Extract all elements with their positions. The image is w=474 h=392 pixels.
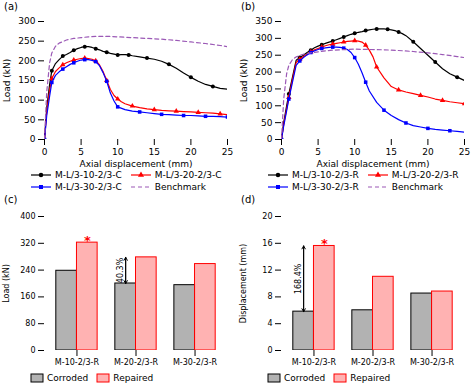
- svg-text:50: 50: [24, 115, 36, 125]
- svg-text:20: 20: [422, 147, 434, 157]
- svg-text:M-10-2/3-R: M-10-2/3-R: [292, 358, 337, 367]
- svg-text:40.3%: 40.3%: [116, 257, 125, 283]
- svg-text:0: 0: [267, 134, 273, 144]
- svg-text:250: 250: [18, 36, 35, 46]
- svg-text:168.4%: 168.4%: [294, 263, 303, 294]
- html-text:Corroded: Corroded: [47, 373, 89, 383]
- html-text:Benchmark: Benchmark: [391, 182, 443, 192]
- html-text:M-L/3-30-2/3-R: M-L/3-30-2/3-R: [292, 182, 359, 192]
- html-text:(b): (b): [241, 1, 256, 12]
- svg-text:400: 400: [20, 212, 35, 221]
- svg-text:320: 320: [20, 239, 35, 248]
- svg-text:5: 5: [78, 147, 84, 157]
- svg-text:0: 0: [30, 134, 36, 144]
- html-text:Repaired: Repaired: [113, 373, 154, 383]
- svg-text:4: 4: [267, 319, 272, 328]
- svg-text:20: 20: [185, 147, 197, 157]
- html-text:(d): (d): [241, 194, 256, 205]
- svg-text:15: 15: [149, 147, 160, 157]
- svg-text:M-10-2/3-R: M-10-2/3-R: [55, 358, 100, 367]
- html-text:M-L/3-20-2/3-C: M-L/3-20-2/3-C: [154, 170, 222, 180]
- html-text:Corroded: Corroded: [284, 373, 326, 383]
- html-text:Repaired: Repaired: [350, 373, 391, 383]
- svg-text:Axial displacement (mm): Axial displacement (mm): [80, 159, 193, 169]
- svg-text:15: 15: [386, 147, 397, 157]
- svg-text:100: 100: [18, 95, 35, 105]
- svg-text:*: *: [321, 236, 328, 251]
- svg-text:8: 8: [267, 292, 272, 301]
- html-text:M-L/3-10-2/3-C: M-L/3-10-2/3-C: [55, 170, 122, 180]
- svg-text:16: 16: [262, 239, 272, 248]
- html-text:Benchmark: Benchmark: [154, 182, 206, 192]
- svg-text:240: 240: [20, 266, 35, 275]
- svg-text:200: 200: [18, 56, 35, 66]
- svg-text:100: 100: [255, 101, 272, 111]
- svg-text:300: 300: [255, 33, 272, 43]
- svg-text:M-30-2/3-R: M-30-2/3-R: [173, 358, 218, 367]
- svg-text:80: 80: [25, 319, 35, 328]
- svg-text:50: 50: [261, 118, 273, 128]
- svg-text:0: 0: [279, 147, 285, 157]
- svg-text:M-20-2/3-R: M-20-2/3-R: [351, 358, 396, 367]
- svg-text:300: 300: [18, 16, 35, 26]
- html-text:M-L/3-30-2/3-C: M-L/3-30-2/3-C: [55, 182, 122, 192]
- html-text:(c): (c): [4, 194, 18, 205]
- svg-text:M-30-2/3-R: M-30-2/3-R: [410, 358, 455, 367]
- svg-text:Load (kN): Load (kN): [2, 59, 12, 102]
- svg-text:150: 150: [18, 75, 35, 85]
- svg-text:5: 5: [315, 147, 321, 157]
- svg-text:350: 350: [255, 16, 272, 26]
- svg-text:*: *: [84, 233, 91, 248]
- svg-text:200: 200: [255, 67, 272, 77]
- svg-text:10: 10: [112, 147, 124, 157]
- html-text:(a): (a): [4, 1, 18, 12]
- svg-text:Displacement (mm): Displacement (mm): [239, 244, 248, 323]
- svg-text:0: 0: [30, 346, 35, 355]
- svg-text:250: 250: [255, 50, 272, 60]
- svg-text:0: 0: [42, 147, 48, 157]
- svg-text:Axial displacement (mm): Axial displacement (mm): [317, 159, 430, 169]
- svg-text:M-20-2/3-R: M-20-2/3-R: [114, 358, 159, 367]
- svg-text:0: 0: [267, 346, 272, 355]
- svg-text:Load (kN): Load (kN): [239, 59, 249, 102]
- html-text:M-L/3-10-2/3-R: M-L/3-10-2/3-R: [292, 170, 359, 180]
- svg-text:25: 25: [459, 147, 470, 157]
- svg-text:Load (kN): Load (kN): [2, 264, 11, 303]
- svg-text:160: 160: [20, 292, 35, 301]
- html-text:M-L/3-20-2/3-R: M-L/3-20-2/3-R: [391, 170, 459, 180]
- svg-text:150: 150: [255, 84, 272, 94]
- svg-text:10: 10: [349, 147, 361, 157]
- svg-text:20: 20: [262, 212, 272, 221]
- svg-text:12: 12: [262, 266, 272, 275]
- svg-text:25: 25: [222, 147, 233, 157]
